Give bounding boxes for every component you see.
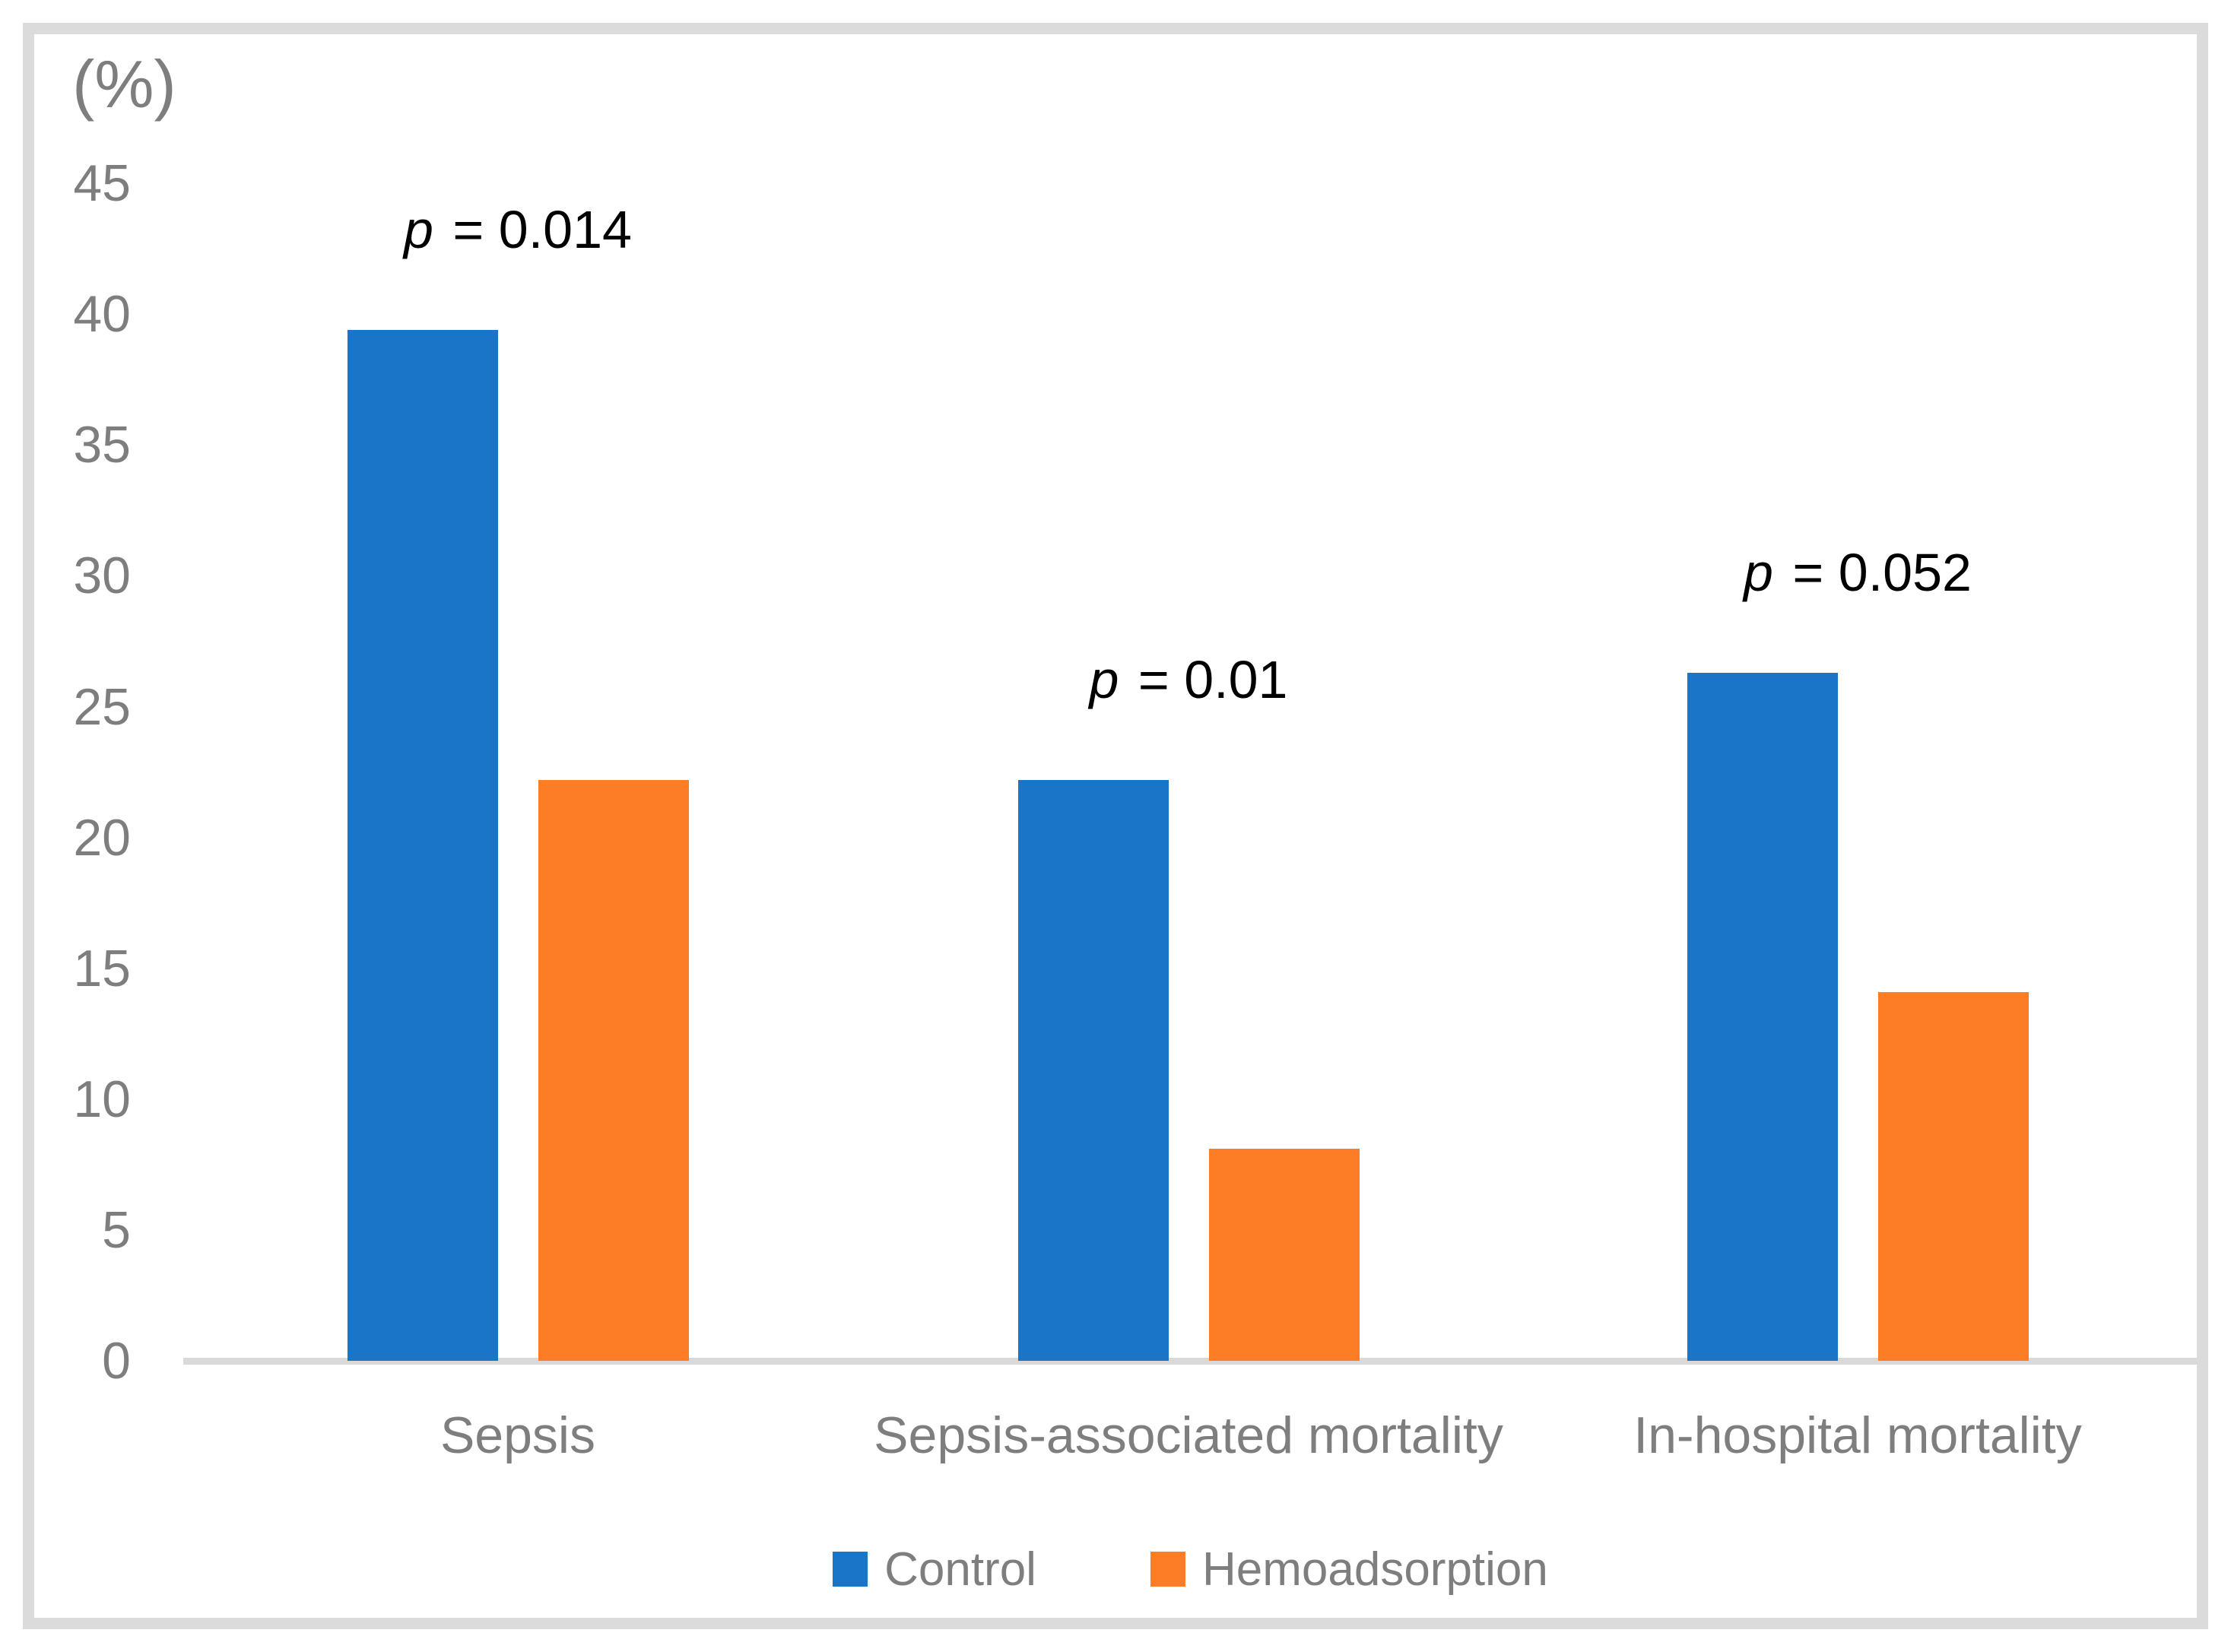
bar-control-sepsis-associated-mortality (1017, 779, 1169, 1361)
bar-hemoadsorption-in-hospital-mortality (1877, 991, 2029, 1361)
p-symbol: p (1089, 649, 1119, 709)
p-symbol: p (1744, 542, 1773, 602)
p-value-text: = 0.01 (1123, 649, 1288, 709)
legend-label-hemoadsorption: Hemoadsorption (1201, 1543, 1548, 1596)
p-value-in-hospital-mortality: p = 0.052 (1614, 540, 2101, 605)
y-axis-unit-label: (%) (72, 46, 176, 122)
y-tick-40: 40 (73, 285, 131, 344)
category-label-in-hospital-mortality: In-hospital mortality (1633, 1406, 2082, 1464)
legend-swatch-hemoadsorption (1150, 1552, 1185, 1587)
p-symbol: p (404, 199, 433, 259)
bar-control-sepsis (347, 329, 498, 1361)
bar-control-in-hospital-mortality (1687, 672, 1838, 1361)
legend-label-control: Control (884, 1543, 1036, 1596)
x-axis-baseline (183, 1358, 2198, 1365)
legend-item-hemoadsorption: Hemoadsorption (1150, 1543, 1548, 1597)
legend-swatch-control (833, 1552, 868, 1587)
category-label-sepsis: Sepsis (440, 1406, 596, 1464)
category-label-sepsis-associated-mortality: Sepsis-associated mortality (874, 1406, 1503, 1464)
legend-item-control: Control (833, 1543, 1036, 1597)
p-value-text: = 0.052 (1777, 542, 1972, 602)
p-value-sepsis: p = 0.014 (275, 197, 761, 262)
p-value-text: = 0.014 (437, 199, 632, 259)
bar-hemoadsorption-sepsis (538, 779, 689, 1361)
legend: Control Hemoadsorption (183, 1539, 2198, 1599)
y-tick-30: 30 (73, 547, 131, 605)
y-tick-5: 5 (102, 1200, 131, 1259)
y-tick-35: 35 (73, 416, 131, 474)
y-tick-20: 20 (73, 808, 131, 867)
y-tick-25: 25 (73, 677, 131, 736)
y-tick-15: 15 (73, 939, 131, 997)
y-tick-10: 10 (73, 1070, 131, 1128)
bar-hemoadsorption-sepsis-associated-mortality (1208, 1149, 1360, 1361)
p-value-sepsis-associated-mortality: p = 0.01 (945, 647, 1432, 712)
y-tick-0: 0 (102, 1332, 131, 1390)
y-tick-45: 45 (73, 154, 131, 213)
